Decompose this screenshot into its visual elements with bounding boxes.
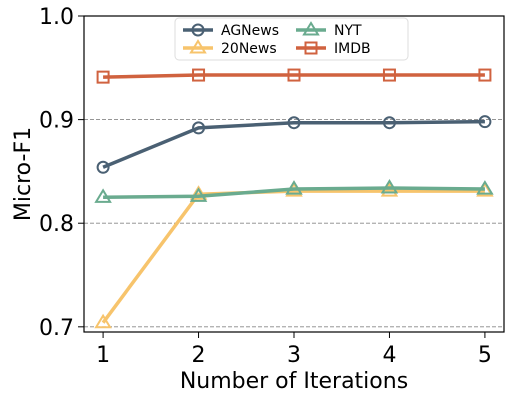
legend-marker <box>191 23 205 37</box>
data-point <box>382 116 396 130</box>
x-axis-label: Number of Iterations <box>180 369 408 394</box>
data-point <box>382 68 396 82</box>
series-line-imdb <box>103 73 485 79</box>
data-point <box>380 182 399 197</box>
data-point <box>94 188 112 203</box>
legend-box <box>174 17 409 61</box>
data-point <box>287 116 301 130</box>
data-point <box>380 179 399 194</box>
plot-area-frame <box>83 15 505 333</box>
series-imdb <box>96 68 492 84</box>
legend-item-agnews: AGNews <box>183 23 279 39</box>
data-point <box>478 68 492 82</box>
data-point <box>94 313 112 329</box>
legend: AGNews 20News NYT IMDB <box>174 17 409 61</box>
legend-item-20news: 20News <box>183 39 277 57</box>
data-point <box>192 121 206 135</box>
grid-lines <box>84 119 504 328</box>
axis-ticks: 0.7 0.8 0.9 1.0 1 2 3 4 5 <box>39 5 492 368</box>
data-point <box>476 180 494 195</box>
legend-label: 20News <box>221 41 277 57</box>
legend-item-imdb: IMDB <box>296 41 371 57</box>
y-tick-label: 0.7 <box>39 316 74 341</box>
series-nyt <box>94 179 494 203</box>
y-tick-label: 0.8 <box>39 212 74 237</box>
legend-marker <box>302 21 320 36</box>
series-agnews <box>96 115 492 174</box>
x-tick-label: 3 <box>287 343 301 368</box>
legend-label: NYT <box>334 23 362 39</box>
y-axis-label: Micro-F1 <box>11 127 36 221</box>
x-tick-label: 5 <box>478 343 492 368</box>
data-point <box>192 68 206 82</box>
series-line-nyt <box>103 186 485 200</box>
legend-label: AGNews <box>221 23 279 39</box>
series-20news <box>94 182 494 329</box>
series-layer <box>94 68 494 329</box>
x-tick-label: 1 <box>96 343 110 368</box>
x-tick-label: 4 <box>382 343 396 368</box>
legend-marker <box>304 41 318 55</box>
series-line-agnews <box>102 119 485 169</box>
x-tick-label: 2 <box>192 343 206 368</box>
legend-item-nyt: NYT <box>296 21 362 39</box>
legend-label: IMDB <box>334 41 371 57</box>
data-point <box>478 115 492 129</box>
y-tick-label: 1.0 <box>39 5 74 30</box>
data-point <box>96 160 110 174</box>
legend-marker <box>189 39 207 54</box>
data-point <box>189 187 208 202</box>
data-point <box>96 70 110 84</box>
data-point <box>287 68 301 82</box>
series-line-20news <box>101 189 485 324</box>
y-tick-label: 0.9 <box>39 109 74 134</box>
data-point <box>285 180 303 195</box>
data-point <box>189 185 208 200</box>
